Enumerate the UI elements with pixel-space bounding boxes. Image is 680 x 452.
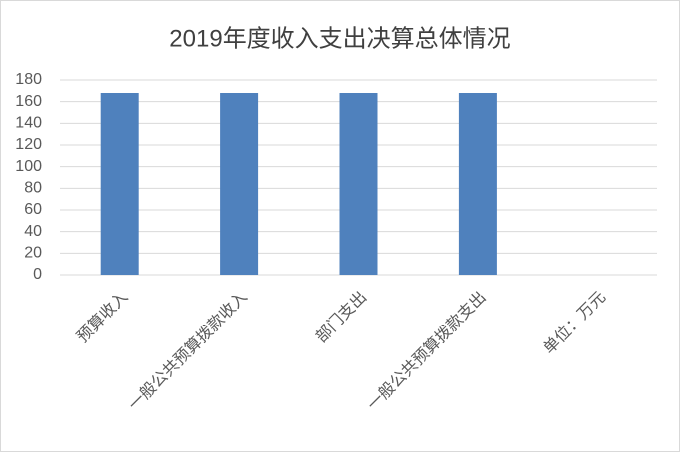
y-tick-label: 120 [15, 136, 42, 153]
y-tick-label: 140 [15, 115, 42, 132]
y-tick-label: 60 [24, 201, 42, 218]
bar [339, 93, 378, 275]
y-tick-label: 180 [15, 71, 42, 88]
bar [458, 93, 497, 275]
y-tick-label: 160 [15, 93, 42, 110]
chart-title: 2019年度收入支出决算总体情况 [169, 25, 510, 52]
y-tick-label: 40 [24, 223, 42, 240]
y-tick-label: 80 [24, 180, 42, 197]
bar [220, 93, 259, 275]
y-tick-label: 20 [24, 245, 42, 262]
y-tick-label: 0 [33, 266, 42, 283]
bar [100, 93, 139, 275]
y-tick-label: 100 [15, 158, 42, 175]
